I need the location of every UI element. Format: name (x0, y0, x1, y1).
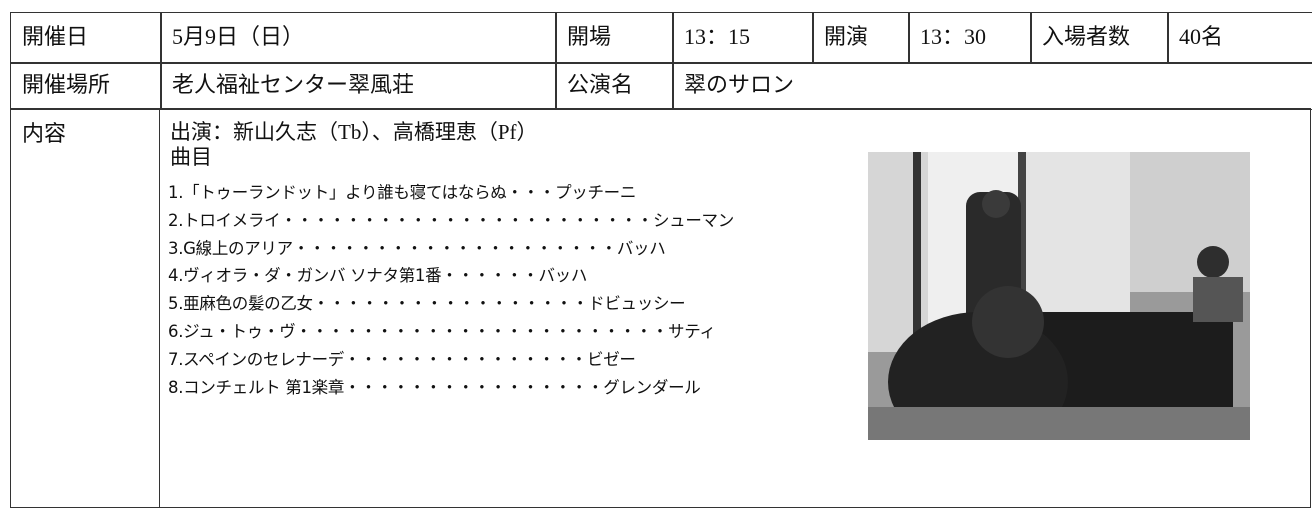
page: {"table": {"rows": [ ["開催日", "5月9日（日）", … (10, 12, 1312, 508)
program-item: 5.亜麻色の髪の乙女・・・・・・・・・・・・・・・・・ドビュッシー (168, 294, 686, 314)
table-cell (10, 62, 162, 110)
cell-text: 40名 (1179, 24, 1224, 49)
cell-text: 開演 (824, 24, 869, 49)
content-label: 内容 (22, 121, 67, 146)
table-cell (672, 12, 814, 64)
program-item: 7.スペインのセレナーデ・・・・・・・・・・・・・・・ビゼー (168, 349, 636, 369)
program-item: 1.「トゥーランドット」より誰も寝てはならぬ・・・プッチーニ (168, 183, 637, 202)
table-cell (1030, 12, 1169, 64)
cell-text: 13：30 (920, 24, 987, 49)
table-cell (160, 62, 557, 110)
concert-photo (868, 152, 1250, 440)
cell-text: 開場 (567, 24, 612, 49)
cell-text: 開催場所 (22, 72, 111, 97)
program-item: 8.コンチェルト 第1楽章・・・・・・・・・・・・・・・・グレンダール (168, 377, 701, 397)
program-heading: 曲目 (170, 145, 212, 169)
cell-text: 翠のサロン (684, 72, 795, 97)
table-cell (10, 12, 162, 64)
program-item: 2.トロイメライ・・・・・・・・・・・・・・・・・・・・・・・シューマン (168, 210, 734, 230)
cell-text: 入場者数 (1042, 24, 1131, 49)
performers: 出演：新山久志（Tb）、高橋理恵（Pf） (170, 120, 538, 144)
table-cell (555, 62, 674, 110)
program-item: 6.ジュ・トゥ・ヴ・・・・・・・・・・・・・・・・・・・・・・・サティ (168, 322, 716, 341)
program-item: 3.G線上のアリア・・・・・・・・・・・・・・・・・・・・バッハ (168, 238, 666, 258)
table-cell (812, 12, 910, 64)
content-label-cell (10, 108, 160, 508)
table-cell (160, 12, 557, 64)
cell-text: 開催日 (22, 24, 89, 49)
cell-text: 老人福祉センター翠風荘 (172, 72, 415, 97)
cell-text: 13：15 (684, 24, 751, 49)
cell-text: 5月9日（日） (172, 24, 305, 49)
table-cell (908, 12, 1032, 64)
cell-text: 公演名 (567, 72, 634, 97)
table-cell (555, 12, 674, 64)
program-item: 4.ヴィオラ・ダ・ガンバ ソナタ第1番・・・・・・バッハ (168, 266, 588, 286)
